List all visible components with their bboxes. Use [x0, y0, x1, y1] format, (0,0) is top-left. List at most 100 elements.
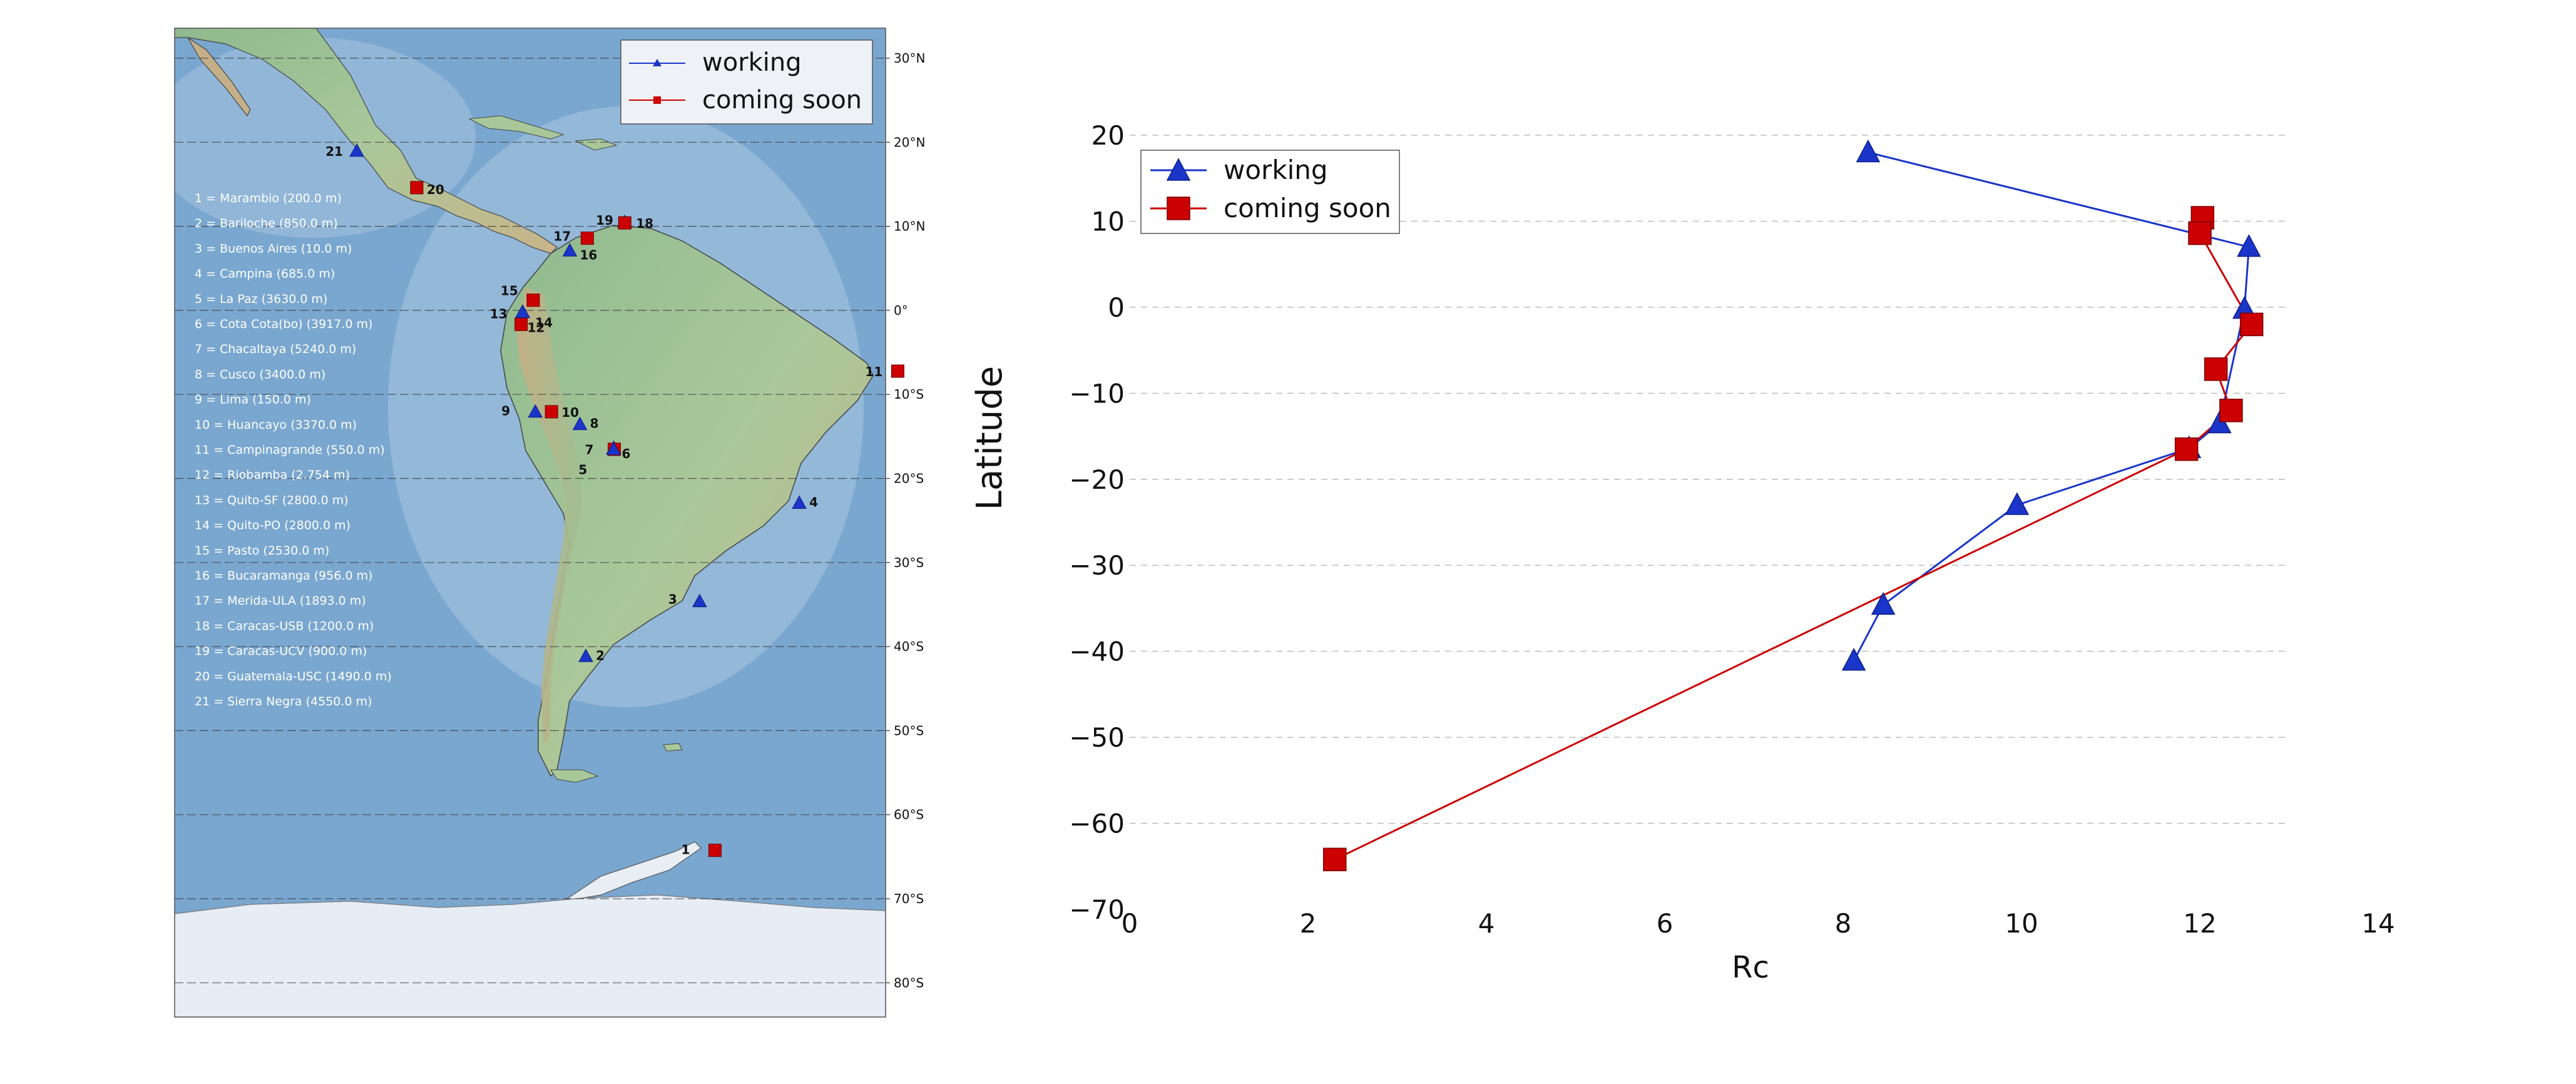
station-list-entry: 20 = Guatemala-USC (1490.0 m) — [195, 670, 392, 683]
map-marker-coming-soon — [514, 317, 528, 331]
map-marker-working — [528, 404, 543, 418]
y-tick-label: −10 — [1069, 378, 1125, 409]
map-marker-working — [606, 441, 621, 455]
map-marker-working — [578, 648, 593, 662]
map-legend-label-working: working — [702, 48, 802, 77]
x-tick-label: 4 — [1478, 908, 1495, 939]
y-tick-label: −70 — [1069, 894, 1125, 925]
data-point-coming-soon — [2239, 312, 2264, 337]
map-marker-label: 9 — [501, 404, 510, 419]
chart-legend-label-coming-soon: coming soon — [1224, 193, 1391, 223]
station-list-entry: 12 = Riobamba (2.754 m) — [195, 468, 350, 482]
map-marker-working — [572, 416, 588, 431]
station-list-entry: 7 = Chacaltaya (5240.0 m) — [195, 342, 356, 356]
map-marker-label: 14 — [535, 315, 553, 330]
map-marker-label: 20 — [427, 182, 444, 197]
chart-legend: working coming soon — [1140, 150, 1400, 234]
hispaniola-island — [575, 138, 618, 151]
map-marker-coming-soon — [580, 232, 594, 245]
latitude-lines — [175, 58, 886, 983]
station-list-entry: 14 = Quito-PO (2800.0 m) — [195, 519, 350, 533]
latitude-label: 0° — [894, 303, 908, 318]
data-point-coming-soon — [2219, 399, 2243, 422]
y-tick-label: −50 — [1069, 722, 1125, 753]
station-list-entry: 1 = Marambio (200.0 m) — [195, 192, 342, 205]
x-tick-label: 6 — [1657, 908, 1674, 939]
map-panel: 1 = Marambio (200.0 m) 2 = Bariloche (850… — [174, 28, 925, 1018]
x-tick-label: 0 — [1122, 908, 1138, 939]
map-marker-label: 12 — [528, 320, 545, 335]
y-tick-label: −20 — [1069, 464, 1125, 495]
map-marker-coming-soon — [410, 181, 424, 195]
south-america-landmass — [500, 225, 874, 777]
x-tick-label: 12 — [2183, 908, 2216, 939]
station-list: 1 = Marambio (200.0 m) 2 = Bariloche (850… — [195, 192, 392, 708]
data-point-coming-soon — [2174, 437, 2199, 461]
map-marker-label: 6 — [622, 446, 631, 461]
map-marker-working — [514, 304, 530, 319]
chart-series — [1323, 139, 2264, 872]
y-tick-label: 10 — [1091, 206, 1125, 237]
map-marker-label: 3 — [668, 592, 677, 607]
tierra-del-fuego — [550, 769, 599, 783]
y-tick-label: −30 — [1069, 550, 1125, 581]
map-marker-label: 17 — [553, 229, 571, 244]
map-marker-coming-soon — [891, 364, 904, 378]
map-marker-label: 21 — [325, 144, 343, 159]
station-list-entry: 10 = Huancayo (3370.0 m) — [195, 418, 357, 432]
map-legend-square-icon — [653, 96, 661, 104]
data-point-working — [2237, 234, 2261, 257]
latitude-label: 10°N — [894, 219, 925, 234]
station-list-entry: 17 = Merida-ULA (1893.0 m) — [195, 594, 366, 608]
map-marker-label: 2 — [596, 648, 605, 663]
latitude-labels: 30°N 20°N 10°N 0° 10°S 20°S 30°S 40°S 50°S 60°S 70… — [886, 51, 925, 990]
map-legend-box — [620, 39, 873, 125]
latitude-label: 20°S — [894, 471, 924, 486]
station-list-entry: 9 = Lima (150.0 m) — [195, 393, 311, 407]
latitude-label: 80°S — [894, 975, 924, 990]
chart-gridlines — [1130, 135, 2287, 824]
station-list-entry: 3 = Buenos Aires (10.0 m) — [195, 242, 352, 255]
map-marker-coming-soon — [544, 405, 558, 419]
series-line-coming-soon — [1334, 217, 2253, 861]
map-marker-label: 18 — [636, 216, 653, 231]
map-marker-label: 7 — [585, 442, 594, 457]
x-tick-label: 2 — [1300, 908, 1317, 939]
latitude-label: 30°S — [894, 555, 924, 570]
station-list-entry: 8 = Cusco (3400.0 m) — [195, 367, 325, 381]
x-tick-label: 14 — [2361, 908, 2395, 939]
data-point-coming-soon — [2188, 221, 2212, 245]
map-legend-triangle-icon — [653, 59, 662, 66]
map-marker-label: 13 — [490, 307, 508, 322]
map-frame — [174, 28, 886, 1018]
x-axis-label: Rc — [1732, 950, 1769, 985]
y-tick-label: −40 — [1069, 637, 1125, 667]
map-marker-label: 16 — [580, 247, 597, 262]
central-america-landmass — [175, 28, 558, 254]
x-tick-label: 10 — [2005, 908, 2038, 939]
map-marker-label: 1 — [681, 842, 690, 857]
station-list-entry: 6 = Cota Cota(bo) (3917.0 m) — [195, 317, 373, 331]
map-marker-working — [562, 243, 578, 257]
latitude-label: 50°S — [894, 723, 924, 738]
latitude-label: 30°N — [894, 51, 925, 66]
latitude-label: 40°S — [894, 639, 924, 654]
y-axis-label: Latitude — [969, 366, 1010, 510]
falkland-islands — [663, 743, 683, 752]
station-list-entry: 18 = Caracas-USB (1200.0 m) — [195, 619, 374, 633]
data-point-coming-soon — [1323, 847, 1347, 872]
map-marker-label: 5 — [578, 462, 587, 477]
data-point-coming-soon — [2204, 357, 2228, 381]
series-line-working — [1853, 151, 2250, 662]
antarctica — [175, 894, 886, 1017]
chart-legend-label-working: working — [1224, 155, 1328, 185]
latitude-label: 10°S — [894, 387, 924, 402]
map-marker-label: 11 — [865, 364, 882, 379]
map-marker-working — [349, 143, 364, 157]
map-marker-coming-soon — [618, 216, 631, 230]
chart-legend-triangle-icon — [1166, 158, 1191, 181]
map-legend-label-coming-soon: coming soon — [702, 86, 862, 115]
